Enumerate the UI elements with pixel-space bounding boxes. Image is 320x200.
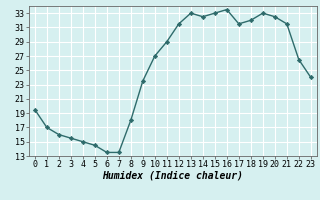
X-axis label: Humidex (Indice chaleur): Humidex (Indice chaleur) [102,171,243,181]
